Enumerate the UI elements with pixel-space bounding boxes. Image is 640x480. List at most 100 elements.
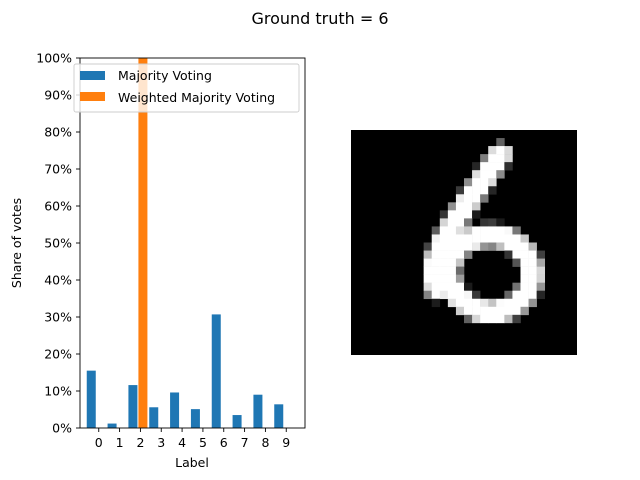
digit-pixel: [512, 282, 521, 292]
digit-pixel: [496, 218, 505, 227]
digit-pixel: [439, 218, 449, 227]
digit-pixel: [464, 194, 473, 203]
digit-pixel: [423, 266, 433, 275]
digit-pixel: [447, 226, 457, 235]
digit-pixel: [480, 170, 489, 179]
y-tick-label: 0%: [52, 421, 72, 436]
digit-pixel: [520, 250, 529, 259]
digit-pixel: [423, 250, 433, 259]
digit-pixel: [480, 154, 489, 163]
y-axis-ticks: 0% 10% 20% 30% 40% 50% 60% 70% 80% 90% 100%: [36, 51, 80, 436]
y-tick-label: 60%: [44, 199, 72, 214]
digit-pixel: [528, 282, 537, 292]
digit-pixel: [504, 314, 513, 324]
digit-pixel: [504, 290, 513, 300]
digit-pixel: [455, 298, 465, 308]
digit-pixel: [472, 170, 481, 179]
digit-pixel: [488, 146, 497, 155]
x-tick-label: 9: [282, 435, 290, 450]
digit-pixel: [536, 290, 546, 300]
digit-pixel: [455, 242, 465, 251]
digit-pixel: [447, 282, 457, 292]
digit-pixel: [472, 314, 481, 324]
digit-pixel: [496, 146, 505, 155]
digit-pixel: [455, 186, 465, 195]
y-tick-label: 40%: [44, 273, 72, 288]
digit-pixel: [480, 234, 489, 243]
digit-pixel: [480, 226, 489, 235]
legend-box: [73, 63, 300, 113]
y-tick-label: 50%: [44, 236, 72, 251]
x-tick-label: 1: [116, 435, 124, 450]
digit-pixel: [455, 194, 465, 203]
digit-pixel: [447, 210, 457, 219]
bar-series0-label-2: [128, 385, 138, 428]
digit-pixel: [455, 258, 465, 267]
digit-pixel: [455, 250, 465, 259]
digit-pixel: [431, 250, 441, 259]
digit-pixel: [512, 234, 521, 243]
bar-series0-label-8: [253, 394, 263, 428]
digit-pixel: [536, 274, 546, 283]
digit-pixel: [512, 306, 521, 316]
digit-pixel: [464, 242, 473, 251]
bar-series0-label-5: [190, 409, 200, 428]
digit-pixel: [464, 250, 473, 259]
digit-pixel: [431, 234, 441, 243]
digit-pixel: [488, 242, 497, 251]
digit-pixel: [455, 282, 465, 292]
bar-series1-label-2: [138, 58, 148, 428]
bar-series0-label-7: [232, 415, 242, 428]
digit-pixel: [472, 162, 481, 171]
digit-pixel: [472, 242, 481, 251]
digit-pixel: [536, 266, 546, 275]
digit-pixel: [488, 186, 497, 195]
digit-pixel: [464, 234, 473, 243]
digit-pixel: [431, 242, 441, 251]
digit-pixel: [439, 250, 449, 259]
digit-pixel: [480, 186, 489, 195]
digit-pixel: [504, 162, 513, 171]
digit-pixel: [512, 226, 521, 235]
digit-pixel: [480, 162, 489, 171]
digit-pixel: [520, 258, 529, 267]
plot-frame: [79, 57, 306, 429]
digit-pixel: [439, 234, 449, 243]
digit-pixel: [431, 282, 441, 292]
bar-series0-label-9: [274, 404, 284, 428]
digit-pixel: [496, 162, 505, 171]
digit-pixel: [439, 242, 449, 251]
digit-pixel: [520, 274, 529, 283]
x-tick-label: 5: [199, 435, 207, 450]
digit-pixel: [439, 274, 449, 283]
digit-pixel: [488, 162, 497, 171]
digit-pixel: [496, 226, 505, 235]
digit-pixel: [472, 306, 481, 316]
digit-pixel: [472, 234, 481, 243]
legend: Majority Voting Weighted Majority Voting: [73, 63, 300, 113]
digit-pixel: [455, 226, 465, 235]
digit-pixel: [520, 234, 529, 243]
digit-pixel: [464, 298, 473, 308]
digit-pixel: [472, 186, 481, 195]
digit-pixel: [496, 314, 505, 324]
x-tick-label: 7: [241, 435, 249, 450]
digit-pixel: [423, 282, 433, 292]
digit-pixel: [472, 202, 481, 211]
digit-pixel: [480, 218, 489, 227]
digit-pixel: [512, 290, 521, 300]
x-tick-label: 0: [95, 435, 103, 450]
digit-pixel: [504, 242, 513, 251]
digit-pixel: [439, 210, 449, 219]
digit-pixel: [528, 266, 537, 275]
digit-pixel: [488, 234, 497, 243]
digit-pixel: [536, 250, 546, 259]
legend-swatch-weighted: [80, 92, 105, 101]
digit-pixel: [520, 266, 529, 275]
digit-pixel: [496, 306, 505, 316]
digit-pixel: [464, 306, 473, 316]
figure-title: Ground truth = 6: [251, 9, 388, 28]
digit-pixel: [520, 290, 529, 300]
bar-series0-label-6: [211, 314, 221, 428]
digit-pixel: [447, 250, 457, 259]
